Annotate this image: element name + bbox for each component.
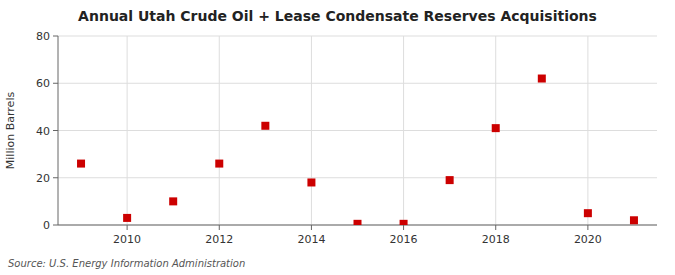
- x-tick: [403, 225, 404, 230]
- grid-line-x: [219, 36, 220, 225]
- y-tick: [53, 83, 58, 84]
- grid-line-x: [587, 36, 588, 225]
- x-tick: [495, 225, 496, 230]
- x-tick: [219, 225, 220, 230]
- y-tick: [53, 177, 58, 178]
- grid-line-y: [58, 36, 657, 37]
- x-tick-label: 2012: [205, 233, 233, 246]
- x-tick-label: 2018: [482, 233, 510, 246]
- grid-line-x: [311, 36, 312, 225]
- grid-line-y: [58, 177, 657, 178]
- chart-title: Annual Utah Crude Oil + Lease Condensate…: [78, 8, 597, 24]
- scatter-point: [630, 216, 638, 224]
- y-tick-label: 0: [43, 219, 50, 232]
- y-tick-label: 40: [36, 125, 50, 138]
- scatter-point: [77, 160, 85, 168]
- y-tick-label: 60: [36, 77, 50, 90]
- y-tick-label: 20: [36, 172, 50, 185]
- x-tick: [311, 225, 312, 230]
- x-tick-label: 2014: [297, 233, 325, 246]
- grid-line-x: [127, 36, 128, 225]
- chart-container: 2010 2012 2014 2016 2018 2020 0 20 40 60 80 Million…: [0, 0, 675, 275]
- points: [77, 75, 638, 225]
- y-axis-label: Million Barrels: [4, 92, 17, 170]
- scatter-point: [354, 220, 362, 225]
- y-tick-label: 80: [36, 30, 50, 43]
- x-tick: [127, 225, 128, 230]
- scatter-point: [169, 197, 177, 205]
- y-tick: [53, 36, 58, 37]
- scatter-point: [261, 122, 269, 130]
- scatter-point: [123, 214, 131, 222]
- grid-line-y: [58, 83, 657, 84]
- scatter-point: [584, 209, 592, 217]
- x-tick: [587, 225, 588, 230]
- chart-svg: 2010 2012 2014 2016 2018 2020 0 20 40 60 80 Million…: [0, 0, 675, 275]
- scatter-point: [215, 160, 223, 168]
- scatter-point: [492, 124, 500, 132]
- grid: [58, 36, 657, 225]
- source-note: Source: U.S. Energy Information Administ…: [8, 258, 245, 269]
- y-tick: [53, 130, 58, 131]
- x-tick-label: 2010: [113, 233, 141, 246]
- x-tick-label: 2020: [574, 233, 602, 246]
- grid-line-y: [58, 130, 657, 131]
- scatter-point: [307, 178, 315, 186]
- scatter-point: [538, 75, 546, 83]
- grid-line-x: [403, 36, 404, 225]
- y-tick: [53, 225, 58, 226]
- scatter-point: [446, 176, 454, 184]
- scatter-point: [400, 220, 408, 225]
- x-tick-label: 2016: [390, 233, 418, 246]
- axes: 2010 2012 2014 2016 2018 2020 0 20 40 60 80: [36, 30, 657, 246]
